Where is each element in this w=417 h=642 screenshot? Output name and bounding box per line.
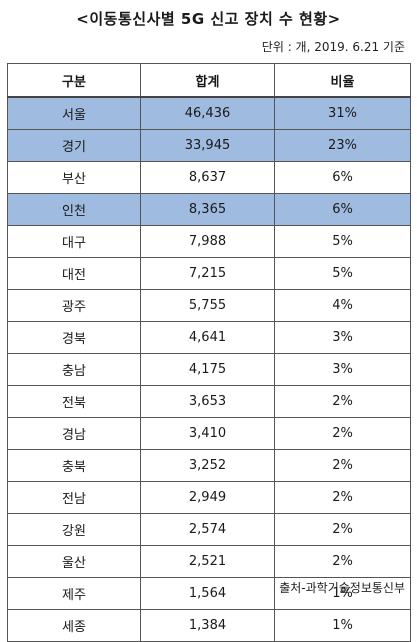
table-row: 광주 5,755 4% bbox=[7, 289, 411, 322]
cell-region: 강원 bbox=[7, 513, 141, 546]
cell-total: 4,175 bbox=[140, 353, 275, 386]
cell-ratio: 31% bbox=[274, 96, 411, 130]
cell-region: 서울 bbox=[7, 96, 141, 130]
cell-region: 경남 bbox=[7, 417, 141, 450]
cell-region: 경기 bbox=[7, 129, 141, 162]
cell-ratio: 2% bbox=[274, 449, 411, 482]
cell-region: 대구 bbox=[7, 225, 141, 258]
cell-ratio: 3% bbox=[274, 321, 411, 354]
cell-region: 충남 bbox=[7, 353, 141, 386]
cell-region: 충북 bbox=[7, 449, 141, 482]
table-row: 대전 7,215 5% bbox=[7, 257, 411, 290]
cell-total: 2,949 bbox=[140, 481, 275, 514]
cell-total: 33,945 bbox=[140, 129, 275, 162]
cell-total: 1,384 bbox=[140, 609, 275, 642]
cell-ratio: 6% bbox=[274, 193, 411, 226]
cell-region: 광주 bbox=[7, 289, 141, 322]
table-row: 인천 8,365 6% bbox=[7, 193, 411, 226]
cell-total: 3,252 bbox=[140, 449, 275, 482]
table-row: 세종 1,384 1% bbox=[7, 609, 411, 642]
cell-total: 8,365 bbox=[140, 193, 275, 226]
table-row: 충북 3,252 2% bbox=[7, 449, 411, 482]
cell-region: 제주 bbox=[7, 577, 141, 610]
table-header-row: 구분 합계 비율 bbox=[7, 63, 411, 98]
cell-ratio: 3% bbox=[274, 353, 411, 386]
cell-ratio: 23% bbox=[274, 129, 411, 162]
cell-ratio: 2% bbox=[274, 545, 411, 578]
table-row: 울산 2,521 2% bbox=[7, 545, 411, 578]
table-row: 경북 4,641 3% bbox=[7, 321, 411, 354]
cell-region: 대전 bbox=[7, 257, 141, 290]
cell-total: 5,755 bbox=[140, 289, 275, 322]
cell-total: 4,641 bbox=[140, 321, 275, 354]
table-row: 강원 2,574 2% bbox=[7, 513, 411, 546]
cell-ratio: 1% bbox=[274, 609, 411, 642]
page-title: <이동통신사별 5G 신고 장치 수 현황> bbox=[76, 10, 341, 28]
cell-region: 경북 bbox=[7, 321, 141, 354]
cell-ratio: 2% bbox=[274, 417, 411, 450]
table-row: 전북 3,653 2% bbox=[7, 385, 411, 418]
cell-region: 전남 bbox=[7, 481, 141, 514]
cell-region: 전북 bbox=[7, 385, 141, 418]
table-row: 서울 46,436 31% bbox=[7, 96, 411, 130]
cell-ratio: 5% bbox=[274, 257, 411, 290]
cell-total: 1,564 bbox=[140, 577, 275, 610]
table-row: 충남 4,175 3% bbox=[7, 353, 411, 386]
unit-note: 단위 : 개, 2019. 6.21 기준 bbox=[261, 40, 405, 54]
cell-ratio: 2% bbox=[274, 513, 411, 546]
cell-total: 7,988 bbox=[140, 225, 275, 258]
cell-ratio: 2% bbox=[274, 385, 411, 418]
cell-total: 8,637 bbox=[140, 161, 275, 194]
cell-total: 7,215 bbox=[140, 257, 275, 290]
header-total: 합계 bbox=[140, 63, 275, 98]
device-count-table: 구분 합계 비율 서울 46,436 31% 경기 33,945 23% 부산 8,637 6%… bbox=[7, 63, 411, 642]
cell-region: 부산 bbox=[7, 161, 141, 194]
cell-total: 3,653 bbox=[140, 385, 275, 418]
cell-total: 2,521 bbox=[140, 545, 275, 578]
cell-total: 3,410 bbox=[140, 417, 275, 450]
table-row: 경기 33,945 23% bbox=[7, 129, 411, 162]
table-body: 서울 46,436 31% 경기 33,945 23% 부산 8,637 6% 인천 8,365 6%… bbox=[7, 96, 411, 642]
cell-region: 울산 bbox=[7, 545, 141, 578]
table-row: 부산 8,637 6% bbox=[7, 161, 411, 194]
cell-ratio: 5% bbox=[274, 225, 411, 258]
cell-region: 세종 bbox=[7, 609, 141, 642]
cell-ratio: 4% bbox=[274, 289, 411, 322]
source-note: 출처-과학기술정보통신부 bbox=[279, 581, 405, 595]
table-row: 전남 2,949 2% bbox=[7, 481, 411, 514]
cell-region: 인천 bbox=[7, 193, 141, 226]
table-row: 대구 7,988 5% bbox=[7, 225, 411, 258]
header-ratio: 비율 bbox=[274, 63, 411, 98]
table-row: 경남 3,410 2% bbox=[7, 417, 411, 450]
cell-total: 46,436 bbox=[140, 96, 275, 130]
cell-total: 2,574 bbox=[140, 513, 275, 546]
cell-ratio: 6% bbox=[274, 161, 411, 194]
cell-ratio: 2% bbox=[274, 481, 411, 514]
header-region: 구분 bbox=[7, 63, 141, 98]
